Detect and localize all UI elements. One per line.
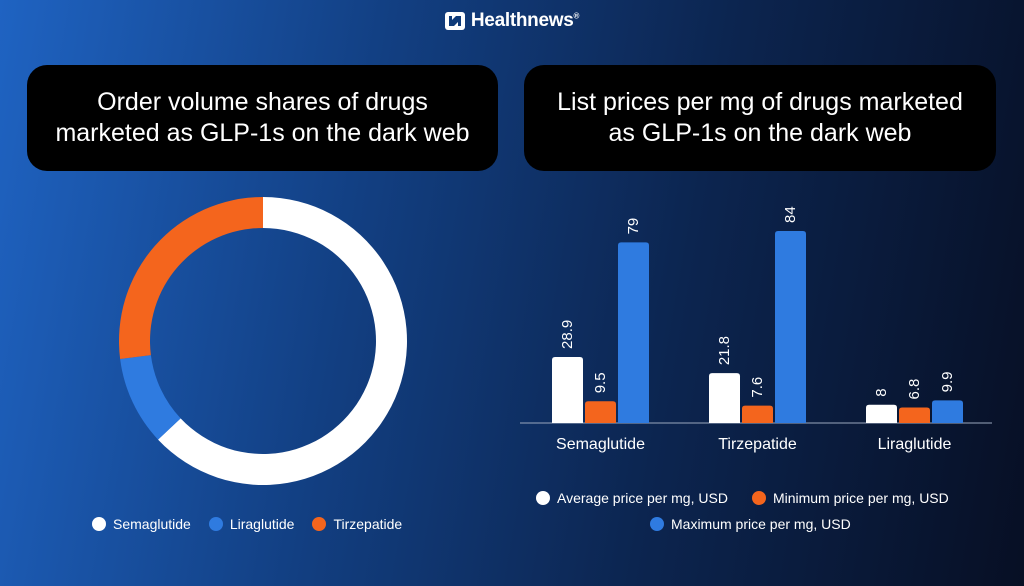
donut-slice-semaglutide — [158, 197, 408, 485]
legend-item-average: Average price per mg, USD — [536, 490, 728, 506]
bar-semaglutide-minimum — [585, 401, 616, 423]
bar-liraglutide-maximum — [932, 400, 963, 423]
legend-dot-minimum — [751, 491, 766, 505]
legend-label-semaglutide: Semaglutide — [113, 516, 191, 532]
legend-dot-liraglutide — [208, 517, 223, 531]
legend-item-minimum: Minimum price per mg, USD — [751, 490, 949, 506]
legend-label-tirzepatide: Tirzepatide — [333, 516, 403, 532]
x-tick-label-liraglutide: Liraglutide — [878, 436, 952, 453]
legend-dot-maximum — [650, 517, 664, 531]
healthnews-logo-icon — [444, 12, 465, 30]
donut-title-line2: marketed as GLP-1s on the dark web — [55, 119, 470, 147]
data-label-liraglutide-maximum: 9.9 — [939, 372, 956, 393]
bar-tirzepatide-minimum — [742, 405, 773, 423]
data-label-tirzepatide-average: 21.8 — [716, 336, 733, 365]
bar-tirzepatide-maximum — [775, 231, 806, 423]
donut-slice-liraglutide — [120, 355, 181, 440]
bar-legend-row2: Maximum price per mg, USD — [650, 516, 851, 532]
legend-dot-tirzepatide — [312, 517, 327, 531]
legend-dot-semaglutide — [92, 517, 106, 531]
data-label-liraglutide-minimum: 6.8 — [906, 379, 923, 400]
bar-tirzepatide-average — [709, 373, 740, 423]
x-tick-label-semaglutide: Semaglutide — [556, 436, 645, 453]
data-label-liraglutide-average: 8 — [873, 388, 890, 396]
brand-name: Healthnews® — [470, 10, 580, 31]
legend-item-semaglutide: Semaglutide — [92, 516, 191, 532]
legend-label-minimum: Minimum price per mg, USD — [772, 490, 949, 506]
legend-item-liraglutide: Liraglutide — [208, 516, 295, 532]
donut-slice-tirzepatide — [119, 197, 263, 360]
legend-label-liraglutide: Liraglutide — [229, 516, 295, 532]
legend-item-maximum: Maximum price per mg, USD — [650, 516, 851, 532]
bar-title-line2: as GLP-1s on the dark web — [608, 119, 912, 147]
bar-title-card: List prices per mg of drugs marketed as … — [524, 65, 996, 171]
bar-title-line1: List prices per mg of drugs marketed — [557, 88, 963, 116]
data-label-semaglutide-minimum: 9.5 — [592, 372, 609, 393]
donut-title-line1: Order volume shares of drugs — [97, 88, 428, 116]
bar-semaglutide-average — [552, 356, 583, 423]
data-label-tirzepatide-maximum: 84 — [782, 206, 799, 223]
bar-semaglutide-maximum — [618, 242, 649, 423]
legend-label-average: Average price per mg, USD — [557, 490, 728, 506]
data-label-semaglutide-maximum: 79 — [625, 218, 642, 235]
brand-logo: Healthnews® — [0, 10, 1024, 32]
bar-legend-row1: Average price per mg, USD Minimum price … — [536, 490, 949, 506]
legend-item-tirzepatide: Tirzepatide — [312, 516, 402, 532]
legend-dot-average — [536, 491, 550, 505]
data-label-semaglutide-average: 28.9 — [559, 320, 576, 349]
legend-label-maximum: Maximum price per mg, USD — [671, 516, 851, 532]
data-label-tirzepatide-minimum: 7.6 — [749, 377, 766, 398]
bar-liraglutide-minimum — [899, 407, 930, 423]
donut-legend: Semaglutide Liraglutide Tirzepatide — [92, 516, 402, 532]
bar-liraglutide-average — [866, 404, 897, 423]
x-tick-label-tirzepatide: Tirzepatide — [718, 436, 797, 453]
donut-title-card: Order volume shares of drugs marketed as… — [27, 65, 498, 171]
